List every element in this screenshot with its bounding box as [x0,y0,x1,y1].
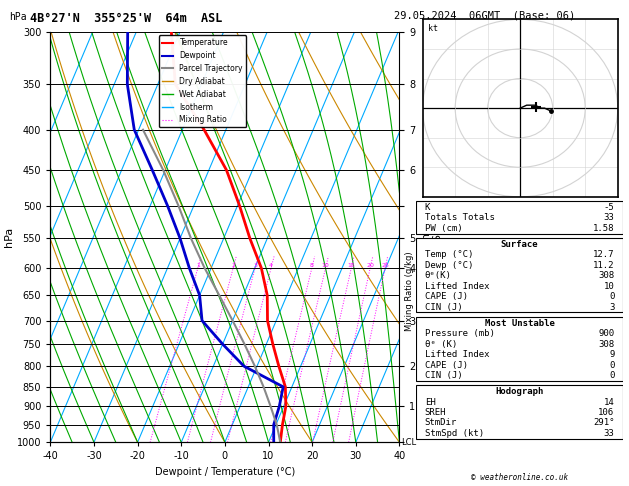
Text: kt: kt [428,24,438,33]
Bar [416,238,623,312]
Text: Most Unstable: Most Unstable [484,319,555,328]
Text: Dewp (°C): Dewp (°C) [425,261,473,270]
Text: LCL: LCL [401,438,417,447]
X-axis label: Dewpoint / Temperature (°C): Dewpoint / Temperature (°C) [155,467,295,477]
Text: CAPE (J): CAPE (J) [425,292,467,301]
Text: Pressure (mb): Pressure (mb) [425,329,494,338]
Text: 10: 10 [604,282,615,291]
Text: CIN (J): CIN (J) [425,303,462,312]
Text: 11.2: 11.2 [593,261,615,270]
Text: 14: 14 [604,398,615,407]
Text: 1: 1 [196,263,200,268]
Text: θᵉ (K): θᵉ (K) [425,340,457,348]
Text: 33: 33 [604,213,615,223]
Text: K: K [425,203,430,212]
Text: 0: 0 [609,292,615,301]
Text: 1.58: 1.58 [593,224,615,233]
Text: 0: 0 [609,371,615,380]
Text: 20: 20 [366,263,374,268]
Bar [416,201,623,234]
Text: 4B°27'N  355°25'W  64m  ASL: 4B°27'N 355°25'W 64m ASL [30,12,222,25]
Text: 33: 33 [604,429,615,438]
Text: 15: 15 [347,263,355,268]
Text: CIN (J): CIN (J) [425,371,462,380]
Text: 2: 2 [231,263,235,268]
Text: 10: 10 [321,263,330,268]
Text: 900: 900 [598,329,615,338]
Text: 25: 25 [381,263,389,268]
Text: Lifted Index: Lifted Index [425,350,489,359]
Legend: Temperature, Dewpoint, Parcel Trajectory, Dry Adiabat, Wet Adiabat, Isotherm, Mi: Temperature, Dewpoint, Parcel Trajectory… [159,35,246,127]
Text: Totals Totals: Totals Totals [425,213,494,223]
Text: 3: 3 [253,263,257,268]
Text: EH: EH [425,398,435,407]
Text: 0: 0 [609,361,615,369]
Text: 308: 308 [598,271,615,280]
Text: StmDir: StmDir [425,418,457,428]
Text: 4: 4 [269,263,273,268]
Y-axis label: km
ASL: km ASL [421,228,443,246]
Y-axis label: hPa: hPa [4,227,14,247]
Text: 8: 8 [310,263,314,268]
Text: Hodograph: Hodograph [496,387,543,396]
Text: 29.05.2024  06GMT  (Base: 06): 29.05.2024 06GMT (Base: 06) [394,11,575,21]
Text: PW (cm): PW (cm) [425,224,462,233]
Text: CAPE (J): CAPE (J) [425,361,467,369]
Text: θᵉ(K): θᵉ(K) [425,271,452,280]
Text: © weatheronline.co.uk: © weatheronline.co.uk [471,473,568,482]
Text: SREH: SREH [425,408,446,417]
Text: Temp (°C): Temp (°C) [425,250,473,260]
Text: -5: -5 [604,203,615,212]
Text: Mixing Ratio (g/kg): Mixing Ratio (g/kg) [405,252,414,331]
Text: 308: 308 [598,340,615,348]
Text: Lifted Index: Lifted Index [425,282,489,291]
Text: hPa: hPa [9,12,27,22]
Text: 9: 9 [609,350,615,359]
Bar [416,385,623,439]
Text: 106: 106 [598,408,615,417]
Text: 3: 3 [609,303,615,312]
Text: Surface: Surface [501,240,538,249]
Text: 291°: 291° [593,418,615,428]
Text: 12.7: 12.7 [593,250,615,260]
Bar [416,316,623,381]
Text: StmSpd (kt): StmSpd (kt) [425,429,484,438]
